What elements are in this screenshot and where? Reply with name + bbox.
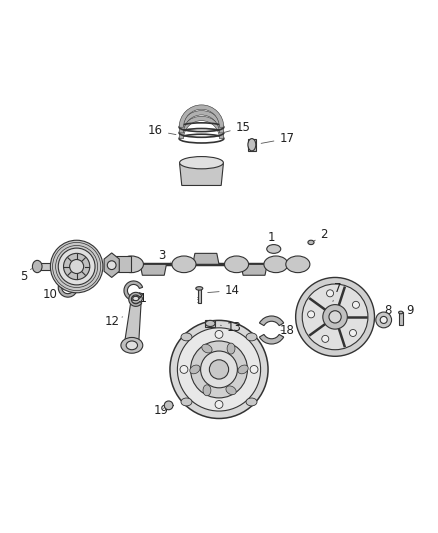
Ellipse shape [238, 365, 248, 374]
Ellipse shape [246, 398, 257, 406]
Text: 3: 3 [159, 249, 171, 262]
Polygon shape [198, 288, 201, 303]
Wedge shape [179, 110, 224, 133]
Ellipse shape [172, 256, 196, 273]
Polygon shape [205, 320, 215, 327]
Polygon shape [110, 256, 131, 272]
Circle shape [353, 301, 360, 308]
Ellipse shape [190, 365, 200, 374]
Ellipse shape [399, 311, 403, 314]
Text: 14: 14 [208, 284, 240, 297]
Text: 17: 17 [261, 132, 294, 145]
Text: 20: 20 [211, 345, 226, 358]
Ellipse shape [248, 139, 256, 151]
Text: 18: 18 [279, 325, 294, 337]
Circle shape [107, 261, 116, 270]
Ellipse shape [308, 240, 314, 245]
Wedge shape [259, 334, 284, 344]
Text: 16: 16 [148, 124, 176, 137]
Text: 5: 5 [21, 269, 32, 282]
Ellipse shape [32, 260, 42, 273]
Circle shape [180, 366, 188, 374]
Text: 8: 8 [384, 304, 391, 317]
Circle shape [296, 278, 374, 356]
Ellipse shape [196, 287, 203, 290]
Wedge shape [179, 105, 224, 127]
Circle shape [322, 335, 329, 342]
Circle shape [70, 260, 84, 273]
Circle shape [170, 320, 268, 418]
Circle shape [164, 401, 173, 410]
Ellipse shape [180, 157, 223, 169]
Ellipse shape [225, 256, 249, 273]
Ellipse shape [181, 398, 192, 406]
Circle shape [380, 317, 387, 324]
Polygon shape [248, 139, 256, 151]
Circle shape [350, 329, 357, 336]
Ellipse shape [121, 337, 143, 353]
Wedge shape [129, 292, 142, 306]
Circle shape [209, 360, 229, 379]
Polygon shape [125, 304, 141, 341]
Text: 10: 10 [43, 288, 65, 301]
Circle shape [191, 341, 247, 398]
Circle shape [323, 304, 347, 329]
Wedge shape [179, 116, 224, 139]
Ellipse shape [227, 343, 235, 354]
Polygon shape [104, 253, 119, 278]
Polygon shape [140, 264, 166, 275]
Circle shape [307, 311, 314, 318]
Circle shape [64, 253, 90, 280]
Ellipse shape [286, 256, 310, 273]
Ellipse shape [181, 333, 192, 341]
Ellipse shape [119, 256, 143, 273]
Ellipse shape [126, 341, 138, 350]
Ellipse shape [129, 294, 142, 303]
Circle shape [250, 366, 258, 374]
Circle shape [50, 240, 103, 293]
Circle shape [215, 330, 223, 338]
Ellipse shape [205, 320, 215, 327]
Polygon shape [399, 312, 403, 325]
Text: 15: 15 [225, 120, 251, 134]
Circle shape [329, 311, 341, 323]
Text: 19: 19 [154, 403, 169, 417]
Circle shape [201, 351, 237, 388]
Text: 9: 9 [402, 304, 413, 318]
Ellipse shape [202, 344, 212, 353]
Wedge shape [259, 316, 284, 326]
Circle shape [58, 248, 95, 285]
Text: 13: 13 [220, 321, 242, 334]
Circle shape [215, 400, 223, 408]
Ellipse shape [133, 296, 139, 301]
Circle shape [302, 284, 368, 350]
Ellipse shape [203, 385, 211, 396]
Ellipse shape [267, 245, 281, 253]
Ellipse shape [226, 386, 236, 394]
Circle shape [327, 290, 334, 297]
Text: 1: 1 [268, 231, 276, 247]
Wedge shape [58, 278, 77, 297]
Text: 2: 2 [313, 228, 328, 241]
Text: 11: 11 [133, 292, 148, 304]
Text: 6: 6 [109, 265, 117, 278]
Polygon shape [193, 253, 219, 264]
Polygon shape [37, 263, 61, 270]
Circle shape [177, 328, 261, 411]
Text: 7: 7 [333, 282, 341, 302]
Text: 12: 12 [104, 315, 123, 328]
Polygon shape [241, 264, 267, 275]
Text: 4: 4 [64, 266, 72, 280]
Wedge shape [124, 281, 143, 300]
Polygon shape [180, 164, 223, 185]
Ellipse shape [264, 256, 288, 273]
Ellipse shape [246, 333, 257, 341]
Circle shape [376, 312, 392, 328]
